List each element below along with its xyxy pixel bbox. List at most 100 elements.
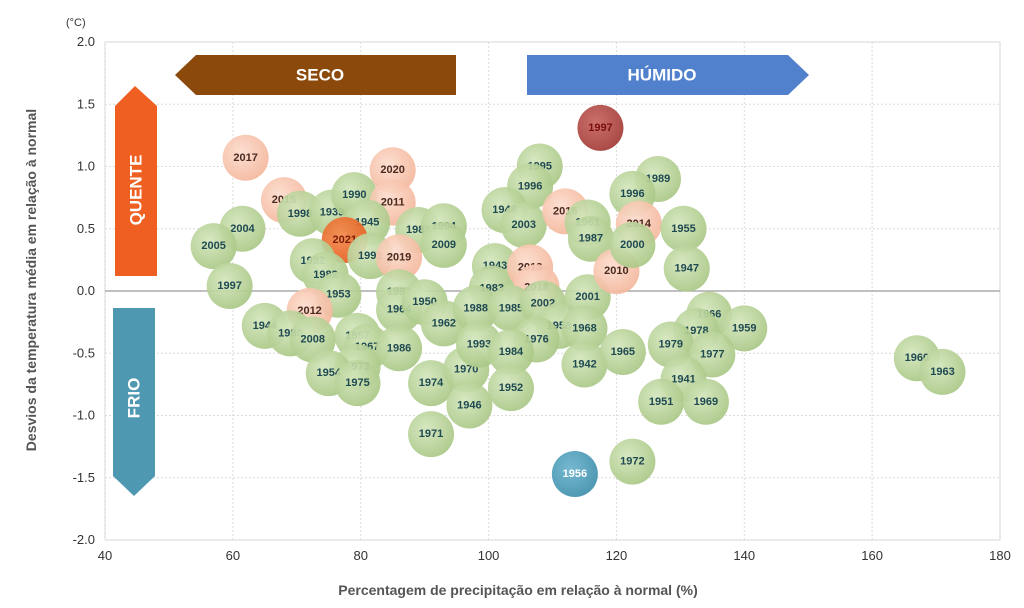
bubble-1956: 1956 bbox=[551, 451, 598, 498]
bubble-1987: 1987 bbox=[567, 215, 614, 262]
bubble-circle bbox=[190, 223, 237, 270]
bubble-label: 1941 bbox=[671, 373, 695, 385]
bubble-1947: 1947 bbox=[663, 245, 710, 292]
y-tick-label: -1.5 bbox=[73, 470, 95, 485]
bubble-circle bbox=[609, 438, 656, 485]
quente-arrow-shape bbox=[115, 86, 157, 276]
y-tick-label: -1.0 bbox=[73, 408, 95, 423]
bubble-circle bbox=[551, 451, 598, 498]
bubble-label: 2004 bbox=[230, 223, 255, 235]
bubble-circle bbox=[452, 285, 499, 332]
bubble-label: 1996 bbox=[518, 180, 542, 192]
bubble-1975: 1975 bbox=[334, 360, 381, 407]
x-tick-label: 60 bbox=[226, 548, 240, 563]
bubble-label: 2020 bbox=[380, 164, 404, 176]
bubble-1955: 1955 bbox=[660, 205, 707, 252]
bubble-circle bbox=[487, 329, 534, 376]
bubble-label: 1953 bbox=[326, 289, 350, 301]
bubble-label: 1987 bbox=[579, 233, 603, 245]
bubble-circle bbox=[561, 305, 608, 352]
humido-arrow: HÚMIDO bbox=[527, 55, 809, 95]
bubble-label: 1998 bbox=[288, 208, 312, 220]
bubble-label: 1997 bbox=[588, 122, 612, 134]
y-tick-label: 0.0 bbox=[77, 283, 95, 298]
bubble-label: 2019 bbox=[387, 251, 411, 263]
bubble-circle bbox=[408, 360, 455, 407]
bubble-2017: 2017 bbox=[222, 134, 269, 181]
bubble-label: 1984 bbox=[499, 346, 524, 358]
bubble-circle bbox=[487, 365, 534, 412]
bubble-1942: 1942 bbox=[561, 341, 608, 388]
bubble-label: 1946 bbox=[457, 400, 481, 412]
bubble-label: 1990 bbox=[342, 189, 366, 201]
bubble-label: 1986 bbox=[387, 342, 411, 354]
bubble-label: 1968 bbox=[572, 322, 596, 334]
frio-arrow: FRIO bbox=[113, 308, 155, 496]
axes: 40 60 80 100 120 140 160 180 2.0 1.5 1.0 0.5 0.0 -0.5… bbox=[73, 34, 1011, 563]
bubble-label: 1971 bbox=[419, 428, 443, 440]
bubble-label: 1979 bbox=[659, 339, 683, 351]
y-tick-label: -2.0 bbox=[73, 532, 95, 547]
bubble-circle bbox=[638, 378, 685, 425]
bubble-1972: 1972 bbox=[609, 438, 656, 485]
seco-label: SECO bbox=[296, 66, 344, 85]
bubble-label: 1942 bbox=[572, 358, 596, 370]
bubbles: 2017201519982004200519971939199020202011… bbox=[190, 104, 966, 498]
bubble-1963: 1963 bbox=[919, 348, 966, 395]
humido-label: HÚMIDO bbox=[628, 66, 697, 85]
bubble-circle bbox=[647, 321, 694, 368]
bubble-circle bbox=[500, 202, 547, 249]
bubble-circle bbox=[567, 215, 614, 262]
bubble-circle bbox=[660, 205, 707, 252]
bubble-label: 2010 bbox=[604, 265, 628, 277]
bubble-circle bbox=[446, 382, 493, 429]
bubble-label: 1993 bbox=[467, 339, 491, 351]
x-tick-label: 140 bbox=[733, 548, 755, 563]
frio-arrow-shape bbox=[113, 308, 155, 496]
bubble-circle bbox=[663, 245, 710, 292]
y-tick-label: 2.0 bbox=[77, 34, 95, 49]
x-tick-label: 120 bbox=[606, 548, 628, 563]
bubble-circle bbox=[222, 134, 269, 181]
bubble-label: 1952 bbox=[499, 382, 523, 394]
bubble-circle bbox=[919, 348, 966, 395]
bubble-circle bbox=[376, 325, 423, 372]
quente-arrow: QUENTE bbox=[115, 86, 157, 276]
bubble-label: 2005 bbox=[201, 240, 225, 252]
bubble-1997: 1997 bbox=[577, 104, 624, 151]
bubble-label: 1975 bbox=[345, 377, 369, 389]
bubble-label: 1969 bbox=[694, 396, 718, 408]
bubble-label: 1959 bbox=[732, 322, 756, 334]
bubble-label: 2021 bbox=[332, 234, 356, 246]
bubble-label: 1988 bbox=[464, 302, 488, 314]
bubble-1951: 1951 bbox=[638, 378, 685, 425]
bubble-2009: 2009 bbox=[420, 221, 467, 268]
y-tick-label: -0.5 bbox=[73, 345, 95, 360]
bubble-label: 2009 bbox=[432, 239, 456, 251]
bubble-label: 2017 bbox=[233, 152, 257, 164]
bubble-2003: 2003 bbox=[500, 202, 547, 249]
y-unit-label: (°C) bbox=[66, 17, 86, 29]
bubble-label: 1997 bbox=[217, 280, 241, 292]
bubble-label: 1963 bbox=[930, 366, 954, 378]
bubble-label: 1951 bbox=[649, 396, 673, 408]
bubble-2000: 2000 bbox=[609, 221, 656, 268]
bubble-circle bbox=[599, 329, 646, 376]
bubble-label: 1965 bbox=[611, 346, 635, 358]
bubble-circle bbox=[334, 360, 381, 407]
bubble-label: 2000 bbox=[620, 239, 644, 251]
bubble-1969: 1969 bbox=[682, 378, 729, 425]
bubble-circle bbox=[206, 263, 253, 310]
seco-arrow: SECO bbox=[175, 55, 456, 95]
bubble-label: 2003 bbox=[511, 219, 535, 231]
bubble-circle bbox=[721, 305, 768, 352]
bubble-1988: 1988 bbox=[452, 285, 499, 332]
y-tick-label: 0.5 bbox=[77, 221, 95, 236]
y-axis-label: Desvios da temperatura média em relação … bbox=[23, 109, 39, 451]
bubble-1997: 1997 bbox=[206, 263, 253, 310]
bubble-label: 1962 bbox=[432, 317, 456, 329]
bubble-1965: 1965 bbox=[599, 329, 646, 376]
bubble-circle bbox=[376, 234, 423, 281]
bubble-circle bbox=[561, 341, 608, 388]
